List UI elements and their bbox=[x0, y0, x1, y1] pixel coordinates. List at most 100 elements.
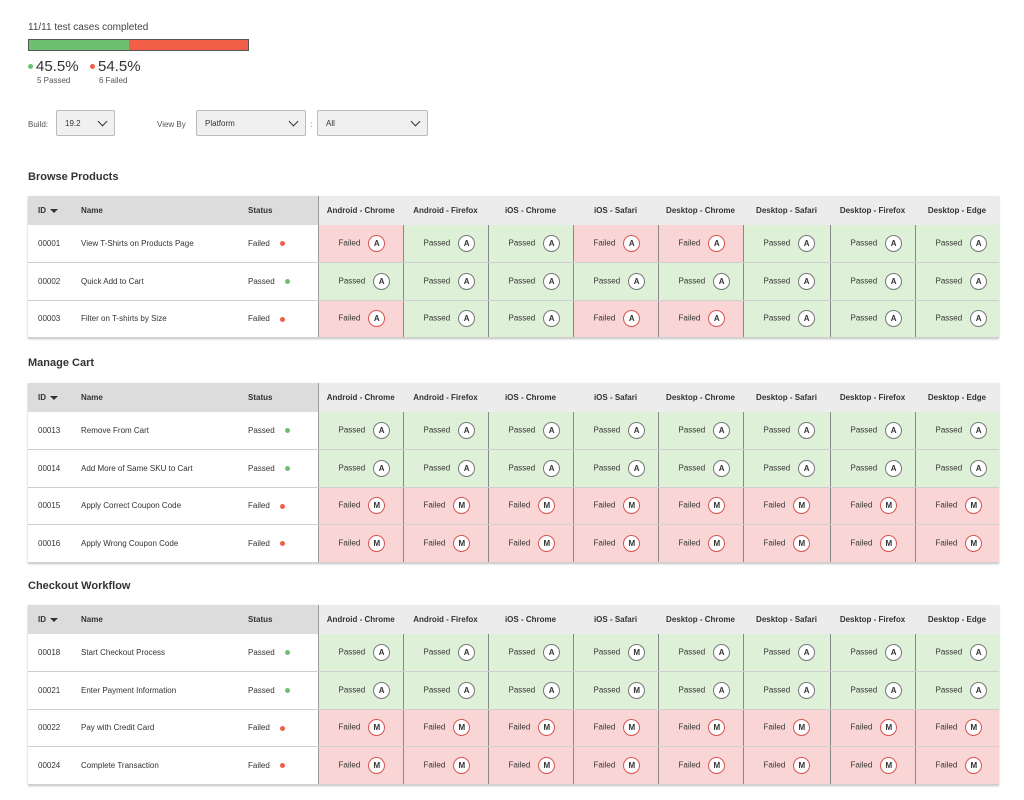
result-cell[interactable]: Passed A bbox=[402, 300, 488, 338]
manual-badge[interactable]: M bbox=[708, 719, 726, 737]
result-cell[interactable]: Passed A bbox=[914, 262, 999, 301]
automated-badge[interactable]: A bbox=[543, 422, 561, 439]
column-header-id[interactable]: ID bbox=[28, 605, 81, 634]
automated-badge[interactable]: A bbox=[628, 422, 646, 439]
result-cell[interactable]: Passed A bbox=[657, 634, 743, 672]
automated-badge[interactable]: A bbox=[885, 235, 903, 252]
table-row[interactable]: 00018 Start Checkout Process Passed Passed A… bbox=[28, 634, 999, 672]
automated-badge[interactable]: A bbox=[885, 422, 903, 439]
manual-badge[interactable]: M bbox=[708, 534, 726, 552]
automated-badge[interactable]: A bbox=[798, 235, 816, 252]
test-name[interactable]: Pay with Credit Card bbox=[81, 709, 248, 747]
automated-badge[interactable]: A bbox=[708, 310, 726, 328]
result-cell[interactable]: Failed M bbox=[657, 746, 743, 785]
result-cell[interactable]: Passed A bbox=[829, 634, 915, 672]
manual-badge[interactable]: M bbox=[965, 497, 983, 515]
viewby-select[interactable]: Platform bbox=[196, 110, 306, 136]
manual-badge[interactable]: M bbox=[368, 534, 386, 552]
manual-badge[interactable]: M bbox=[880, 497, 898, 515]
manual-badge[interactable]: M bbox=[708, 756, 726, 774]
result-cell[interactable]: Failed M bbox=[572, 487, 658, 525]
result-cell[interactable]: Passed A bbox=[402, 449, 488, 488]
result-cell[interactable]: Passed A bbox=[402, 671, 488, 710]
result-cell[interactable]: Passed A bbox=[914, 412, 999, 450]
result-cell[interactable]: Passed A bbox=[829, 671, 915, 710]
automated-badge[interactable]: A bbox=[458, 272, 476, 290]
sort-down-icon[interactable] bbox=[50, 617, 58, 622]
build-select[interactable]: 19.2 bbox=[56, 110, 115, 136]
result-cell[interactable]: Passed A bbox=[742, 300, 830, 338]
automated-badge[interactable]: A bbox=[373, 459, 391, 477]
automated-badge[interactable]: A bbox=[970, 459, 988, 477]
automated-badge[interactable]: A bbox=[708, 235, 726, 252]
result-cell[interactable]: Failed M bbox=[402, 709, 488, 747]
result-cell[interactable]: Passed A bbox=[487, 671, 573, 710]
automated-badge[interactable]: A bbox=[458, 310, 476, 328]
result-cell[interactable]: Passed A bbox=[914, 671, 999, 710]
result-cell[interactable]: Passed A bbox=[742, 225, 830, 263]
result-cell[interactable]: Passed A bbox=[402, 412, 488, 450]
result-cell[interactable]: Failed M bbox=[487, 709, 573, 747]
result-cell[interactable]: Passed A bbox=[829, 225, 915, 263]
result-cell[interactable]: Passed A bbox=[317, 671, 403, 710]
result-cell[interactable]: Passed A bbox=[487, 262, 573, 301]
table-row[interactable]: 00002 Quick Add to Cart Passed Passed A Passe… bbox=[28, 262, 999, 301]
result-cell[interactable]: Passed A bbox=[487, 412, 573, 450]
result-cell[interactable]: Passed A bbox=[487, 634, 573, 672]
result-cell[interactable]: Passed A bbox=[657, 262, 743, 301]
automated-badge[interactable]: A bbox=[970, 310, 988, 328]
result-cell[interactable]: Failed M bbox=[742, 746, 830, 785]
manual-badge[interactable]: M bbox=[628, 681, 646, 699]
result-cell[interactable]: Passed A bbox=[317, 449, 403, 488]
manual-badge[interactable]: M bbox=[965, 756, 983, 774]
result-cell[interactable]: Failed M bbox=[317, 709, 403, 747]
result-cell[interactable]: Failed A bbox=[317, 300, 403, 338]
result-cell[interactable]: Failed M bbox=[742, 524, 830, 563]
result-cell[interactable]: Passed A bbox=[402, 634, 488, 672]
manual-badge[interactable]: M bbox=[793, 756, 811, 774]
result-cell[interactable]: Failed M bbox=[742, 709, 830, 747]
result-cell[interactable]: Passed A bbox=[914, 449, 999, 488]
test-name[interactable]: Apply Correct Coupon Code bbox=[81, 487, 248, 525]
result-cell[interactable]: Failed M bbox=[914, 746, 999, 785]
test-name[interactable]: Remove From Cart bbox=[81, 412, 248, 450]
automated-badge[interactable]: A bbox=[373, 272, 391, 290]
result-cell[interactable]: Passed A bbox=[657, 671, 743, 710]
automated-badge[interactable]: A bbox=[713, 644, 731, 661]
automated-badge[interactable]: A bbox=[885, 644, 903, 661]
automated-badge[interactable]: A bbox=[970, 272, 988, 290]
result-cell[interactable]: Failed M bbox=[914, 524, 999, 563]
result-cell[interactable]: Failed A bbox=[317, 225, 403, 263]
result-cell[interactable]: Failed M bbox=[829, 524, 915, 563]
automated-badge[interactable]: A bbox=[373, 681, 391, 699]
result-cell[interactable]: Failed M bbox=[487, 524, 573, 563]
result-cell[interactable]: Passed A bbox=[914, 634, 999, 672]
automated-badge[interactable]: A bbox=[798, 422, 816, 439]
automated-badge[interactable]: A bbox=[458, 644, 476, 661]
automated-badge[interactable]: A bbox=[458, 459, 476, 477]
result-cell[interactable]: Failed M bbox=[829, 487, 915, 525]
result-cell[interactable]: Failed M bbox=[317, 524, 403, 563]
automated-badge[interactable]: A bbox=[543, 310, 561, 328]
automated-badge[interactable]: A bbox=[885, 310, 903, 328]
automated-badge[interactable]: A bbox=[543, 459, 561, 477]
result-cell[interactable]: Passed A bbox=[742, 449, 830, 488]
automated-badge[interactable]: A bbox=[713, 459, 731, 477]
result-cell[interactable]: Passed A bbox=[572, 412, 658, 450]
manual-badge[interactable]: M bbox=[538, 534, 556, 552]
automated-badge[interactable]: A bbox=[623, 310, 641, 328]
result-cell[interactable]: Failed M bbox=[572, 746, 658, 785]
result-cell[interactable]: Passed A bbox=[742, 671, 830, 710]
result-cell[interactable]: Passed A bbox=[317, 634, 403, 672]
test-name[interactable]: Complete Transaction bbox=[81, 746, 248, 785]
result-cell[interactable]: Passed A bbox=[317, 412, 403, 450]
manual-badge[interactable]: M bbox=[623, 534, 641, 552]
platform-select[interactable]: All bbox=[317, 110, 428, 136]
result-cell[interactable]: Passed A bbox=[572, 262, 658, 301]
result-cell[interactable]: Failed M bbox=[914, 709, 999, 747]
column-header-id[interactable]: ID bbox=[28, 383, 81, 412]
manual-badge[interactable]: M bbox=[793, 534, 811, 552]
result-cell[interactable]: Passed A bbox=[487, 449, 573, 488]
manual-badge[interactable]: M bbox=[368, 497, 386, 515]
automated-badge[interactable]: A bbox=[970, 422, 988, 439]
